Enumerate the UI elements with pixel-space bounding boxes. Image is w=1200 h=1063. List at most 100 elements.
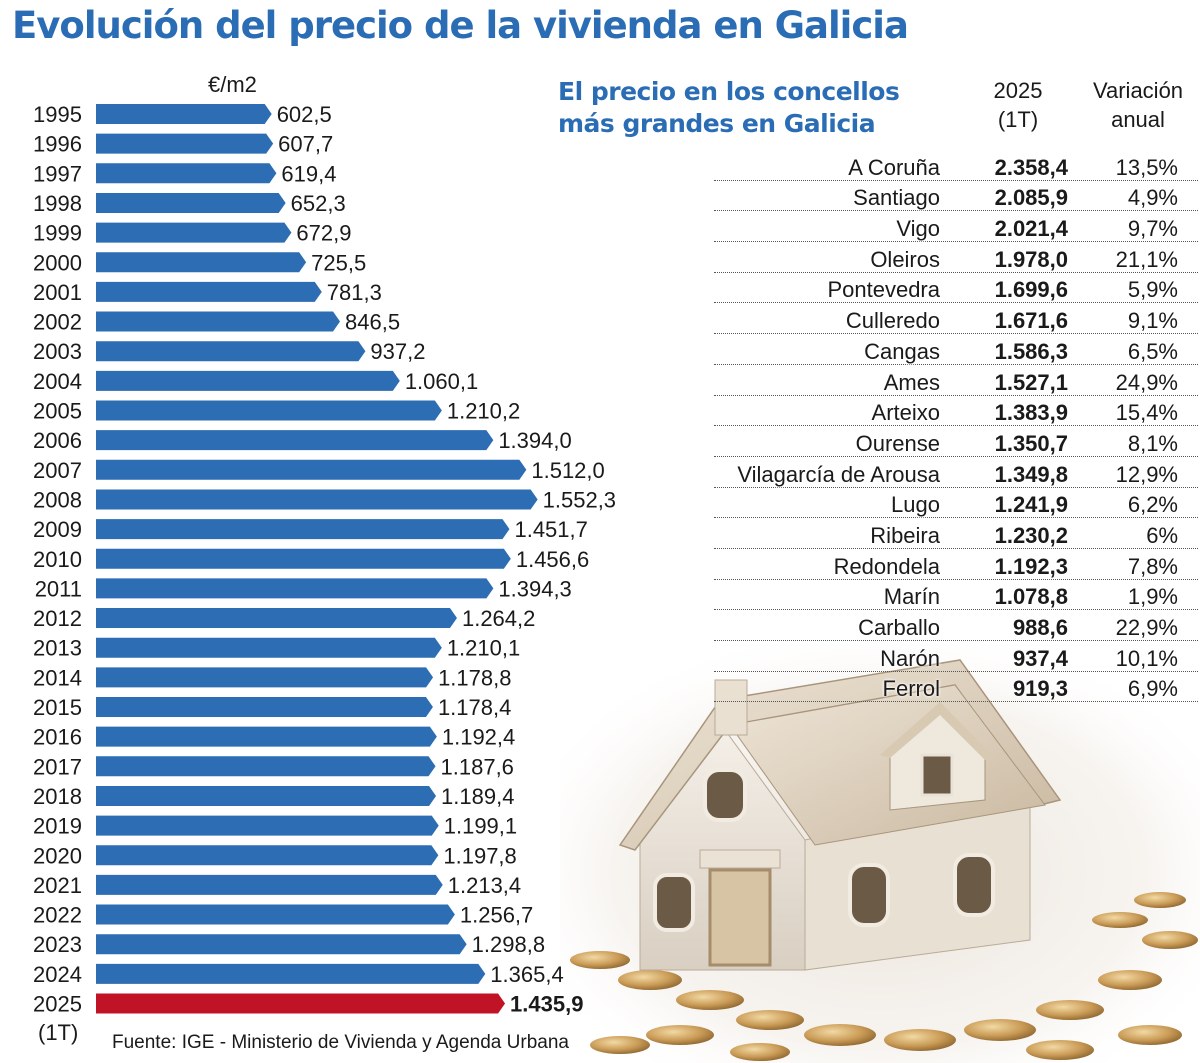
variation-value: 15,4%: [1115, 400, 1178, 426]
price-value: 1.350,7: [994, 430, 1068, 456]
price-value: 2.021,4: [994, 216, 1068, 242]
year-label: 2013: [33, 636, 82, 661]
bar: [96, 519, 510, 540]
variation-value: 22,9%: [1115, 615, 1178, 640]
variation-value: 4,9%: [1127, 185, 1178, 211]
table-body: A Coruña 2.358,4 13,5% Santiago 2.085,9 4,9% V…: [700, 150, 1198, 703]
variation-value: 6%: [1146, 522, 1178, 548]
value-label: 1.512,0: [531, 458, 604, 483]
variation-value: 8,1%: [1127, 430, 1178, 456]
year-label: 2021: [33, 873, 82, 898]
year-label: 2019: [33, 814, 82, 839]
value-label: 1.552,3: [543, 487, 616, 512]
value-label: 1.264,2: [462, 606, 535, 631]
year-label: 1995: [33, 102, 82, 127]
table-row: Ames 1.527,1 24,9%: [714, 365, 1198, 396]
table-row: Arteixo 1.383,9 15,4%: [714, 396, 1198, 427]
bar: [96, 252, 307, 273]
bar: [96, 904, 455, 925]
year-label: 2001: [33, 280, 82, 305]
column-header-price: 2025 (1T): [978, 76, 1058, 134]
table-row: Narón 937,4 10,1%: [714, 641, 1198, 672]
value-label: 937,2: [370, 339, 425, 364]
municipality-name: Vilagarcía de Arousa: [737, 461, 940, 487]
house-illustration: [560, 640, 1200, 1063]
municipality-name: Santiago: [853, 185, 940, 211]
source-note: Fuente: IGE - Ministerio de Vivienda y A…: [112, 1032, 569, 1053]
municipality-name: Ames: [883, 369, 940, 395]
table-row: Ferrol 919,3 6,9%: [714, 672, 1198, 703]
bar: [96, 963, 486, 984]
year-label: 1997: [33, 161, 82, 186]
variation-value: 21,1%: [1115, 246, 1178, 272]
price-value: 1.241,9: [994, 492, 1068, 518]
value-label: 607,7: [278, 132, 333, 157]
bar: [96, 222, 292, 243]
price-value: 1.586,3: [994, 338, 1068, 364]
year-label: 2022: [33, 903, 82, 928]
bar: [96, 697, 433, 717]
table-row: Ourense 1.350,7 8,1%: [714, 426, 1198, 457]
value-label: 602,5: [277, 102, 332, 127]
year-label: 2009: [33, 517, 82, 542]
table-title: El precio en los concellos más grandes e…: [558, 76, 900, 140]
bar: [96, 459, 527, 480]
variation-value: 7,8%: [1127, 553, 1178, 579]
variation-value: 13,5%: [1115, 154, 1178, 180]
value-label: 1.210,1: [447, 636, 520, 661]
variation-value: 12,9%: [1115, 461, 1178, 487]
bar: [96, 667, 434, 688]
year-label: 2007: [33, 458, 82, 483]
value-label: 672,9: [296, 221, 351, 246]
price-value: 988,6: [1012, 615, 1068, 640]
value-label: 1.197,8: [443, 843, 516, 868]
variation-value: 6,5%: [1127, 338, 1178, 364]
variation-value: 9,7%: [1127, 216, 1178, 242]
value-label: 1.178,8: [438, 665, 511, 690]
price-value: 1.192,3: [994, 553, 1068, 579]
price-value: 2.085,9: [994, 185, 1068, 211]
year-label: 2002: [33, 310, 82, 335]
price-value: 1.349,8: [994, 461, 1068, 487]
value-label: 1.365,4: [490, 962, 563, 987]
variation-value: 9,1%: [1127, 308, 1178, 334]
year-label: 1996: [33, 132, 82, 157]
value-label: 781,3: [327, 280, 382, 305]
price-value: 1.230,2: [994, 522, 1068, 548]
bar: [96, 845, 439, 866]
municipality-name: Redondela: [833, 553, 940, 579]
value-label: 1.451,7: [514, 517, 587, 542]
unit-label: €/m2: [208, 72, 257, 97]
price-value: 1.527,1: [994, 369, 1068, 395]
variation-value: 1,9%: [1127, 584, 1178, 610]
bar: [96, 785, 437, 806]
price-value: 919,3: [1012, 676, 1068, 702]
price-value: 937,4: [1012, 645, 1068, 671]
table-row: Lugo 1.241,9 6,2%: [714, 488, 1198, 519]
year-label: 2000: [33, 250, 82, 275]
table-title-line: El precio en los concellos: [558, 77, 900, 106]
year-label: 2004: [33, 369, 82, 394]
municipality-name: Lugo: [891, 492, 940, 518]
table-row: Santiago 2.085,9 4,9%: [714, 181, 1198, 212]
municipality-name: A Coruña: [848, 154, 940, 180]
table-row: Marín 1.078,8 1,9%: [714, 580, 1198, 611]
value-label: 1.435,9: [510, 992, 583, 1017]
coins-icon: [570, 892, 1198, 1061]
bar: [96, 637, 442, 658]
bar: [96, 608, 457, 629]
column-header-line: (1T): [997, 107, 1039, 132]
table-row: Oleiros 1.978,0 21,1%: [714, 242, 1198, 273]
house-icon: [618, 659, 1062, 971]
bar: [96, 578, 494, 599]
year-label: 2008: [33, 487, 82, 512]
year-label: 2025: [33, 992, 82, 1017]
bar: [96, 133, 274, 154]
bar: [96, 815, 439, 836]
year-label: 2006: [33, 428, 82, 453]
value-label: 1.256,7: [460, 903, 533, 928]
page-title: Evolución del precio de la vivienda en G…: [12, 4, 909, 47]
year-label: 2017: [33, 754, 82, 779]
year-note: (1T): [38, 1020, 79, 1045]
table-row: Vigo 2.021,4 9,7%: [714, 211, 1198, 243]
